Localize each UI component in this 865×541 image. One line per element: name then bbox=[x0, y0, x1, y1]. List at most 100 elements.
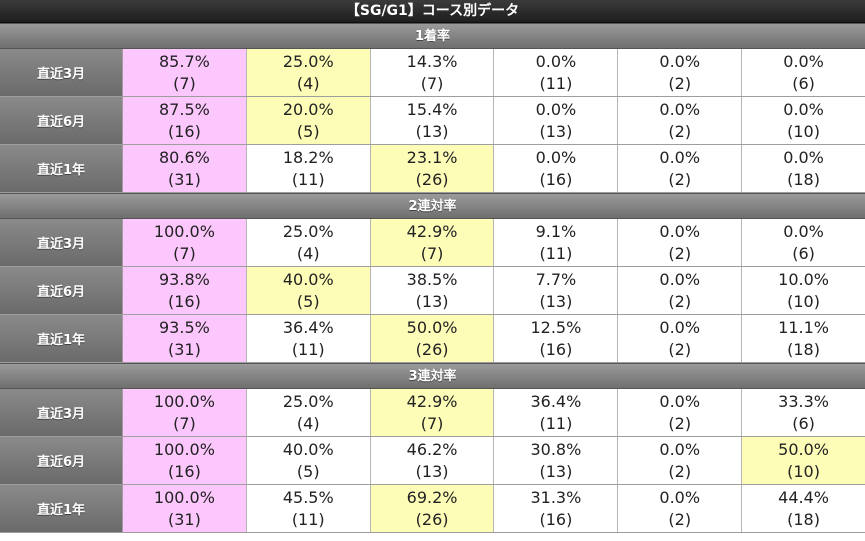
cell-count: (18) bbox=[787, 339, 820, 359]
cell-percentage: 80.6% bbox=[159, 147, 210, 167]
table-cell: 93.5% (31) bbox=[123, 315, 247, 362]
cell-count: (7) bbox=[173, 73, 196, 93]
cell-percentage: 50.0% bbox=[778, 439, 829, 459]
table-cell: 44.4% (18) bbox=[742, 485, 865, 532]
table-cell: 7.7% (13) bbox=[494, 267, 619, 314]
cell-percentage: 85.7% bbox=[159, 51, 210, 71]
cell-percentage: 0.0% bbox=[659, 487, 701, 507]
cell-count: (16) bbox=[539, 339, 573, 359]
cell-percentage: 20.0% bbox=[282, 99, 334, 119]
cell-count: (6) bbox=[792, 243, 815, 263]
table-cell: 0.0% (2) bbox=[618, 219, 743, 266]
cell-percentage: 40.0% bbox=[282, 439, 334, 459]
cell-count: (6) bbox=[792, 73, 815, 93]
cell-percentage: 0.0% bbox=[659, 147, 701, 167]
cell-count: (5) bbox=[296, 461, 320, 481]
table-cell: 18.2% (11) bbox=[246, 145, 371, 192]
row-label: 直近3月 bbox=[0, 49, 123, 96]
cell-percentage: 0.0% bbox=[783, 147, 824, 167]
cell-count: (2) bbox=[668, 169, 692, 189]
cell-percentage: 0.0% bbox=[783, 99, 824, 119]
table-cell: 42.9% (7) bbox=[370, 219, 495, 266]
cell-count: (11) bbox=[291, 509, 325, 529]
table-cell: 12.5% (16) bbox=[494, 315, 619, 362]
cell-count: (5) bbox=[296, 121, 320, 141]
cell-percentage: 10.0% bbox=[778, 269, 829, 289]
cell-percentage: 45.5% bbox=[282, 487, 334, 507]
cell-count: (13) bbox=[539, 291, 573, 311]
table-cell: 38.5% (13) bbox=[370, 267, 495, 314]
cell-count: (11) bbox=[291, 339, 325, 359]
cell-percentage: 33.3% bbox=[778, 391, 829, 411]
cell-percentage: 69.2% bbox=[406, 487, 458, 507]
cell-percentage: 0.0% bbox=[783, 221, 824, 241]
cell-percentage: 25.0% bbox=[282, 51, 334, 71]
table-cell: 31.3% (16) bbox=[494, 485, 619, 532]
cell-percentage: 0.0% bbox=[535, 51, 577, 71]
table-row: 直近6月 100.0% (16) 40.0% (5) 46.2% (13) 30.8% (13)… bbox=[0, 437, 865, 485]
cell-percentage: 0.0% bbox=[535, 99, 577, 119]
table-cell: 0.0% (10) bbox=[742, 97, 865, 144]
row-label: 直近6月 bbox=[0, 267, 123, 314]
table-cell: 40.0% (5) bbox=[246, 437, 371, 484]
cell-percentage: 0.0% bbox=[659, 99, 701, 119]
cell-count: (7) bbox=[173, 413, 196, 433]
cell-count: (4) bbox=[296, 73, 320, 93]
table-cell: 40.0% (5) bbox=[246, 267, 371, 314]
cell-count: (13) bbox=[415, 291, 449, 311]
sections-container: 1着率 直近3月 85.7% (7) 25.0% (4) 14.3% (7) 0.0% (11) 0… bbox=[0, 23, 865, 533]
cell-percentage: 11.1% bbox=[778, 317, 829, 337]
cell-count: (26) bbox=[415, 169, 449, 189]
table-cell: 50.0% (10) bbox=[742, 437, 865, 484]
cell-count: (31) bbox=[167, 339, 201, 359]
cell-count: (31) bbox=[167, 169, 201, 189]
cell-percentage: 7.7% bbox=[535, 269, 577, 289]
table-cell: 42.9% (7) bbox=[370, 389, 495, 436]
table-cell: 69.2% (26) bbox=[370, 485, 495, 532]
cell-count: (10) bbox=[787, 121, 820, 141]
cell-count: (13) bbox=[539, 121, 573, 141]
table-cell: 0.0% (6) bbox=[742, 49, 865, 96]
table-cell: 9.1% (11) bbox=[494, 219, 619, 266]
cell-count: (16) bbox=[167, 461, 201, 481]
cell-count: (11) bbox=[291, 169, 325, 189]
table-cell: 0.0% (2) bbox=[618, 485, 743, 532]
cell-percentage: 42.9% bbox=[406, 391, 458, 411]
cell-count: (16) bbox=[167, 291, 201, 311]
section-header: 1着率 bbox=[0, 23, 865, 49]
cell-count: (11) bbox=[539, 413, 573, 433]
cell-count: (2) bbox=[668, 413, 692, 433]
cell-percentage: 23.1% bbox=[406, 147, 458, 167]
table-cell: 100.0% (16) bbox=[123, 437, 247, 484]
cell-percentage: 40.0% bbox=[282, 269, 334, 289]
table-row: 直近6月 87.5% (16) 20.0% (5) 15.4% (13) 0.0% (13) 0.… bbox=[0, 97, 865, 145]
cell-count: (7) bbox=[420, 73, 444, 93]
cell-percentage: 12.5% bbox=[530, 317, 582, 337]
cell-count: (2) bbox=[668, 509, 692, 529]
table-row: 直近3月 85.7% (7) 25.0% (4) 14.3% (7) 0.0% (11) 0.0%… bbox=[0, 49, 865, 97]
table-row: 直近1年 100.0% (31) 45.5% (11) 69.2% (26) 31.3% (16… bbox=[0, 485, 865, 533]
table-cell: 0.0% (2) bbox=[618, 49, 743, 96]
cell-count: (13) bbox=[415, 121, 449, 141]
table-row: 直近3月 100.0% (7) 25.0% (4) 42.9% (7) 36.4% (11) 0.… bbox=[0, 389, 865, 437]
cell-count: (2) bbox=[668, 339, 692, 359]
cell-percentage: 44.4% bbox=[778, 487, 829, 507]
cell-count: (26) bbox=[415, 339, 449, 359]
table-cell: 0.0% (2) bbox=[618, 97, 743, 144]
cell-percentage: 14.3% bbox=[406, 51, 458, 71]
table-cell: 0.0% (6) bbox=[742, 219, 865, 266]
table-cell: 36.4% (11) bbox=[246, 315, 371, 362]
section-header: 3連対率 bbox=[0, 363, 865, 389]
table-cell: 14.3% (7) bbox=[370, 49, 495, 96]
table-cell: 100.0% (7) bbox=[123, 389, 247, 436]
table-cell: 0.0% (18) bbox=[742, 145, 865, 192]
table-cell: 25.0% (4) bbox=[246, 219, 371, 266]
cell-count: (2) bbox=[668, 121, 692, 141]
table-cell: 0.0% (2) bbox=[618, 437, 743, 484]
cell-count: (7) bbox=[420, 413, 444, 433]
cell-count: (2) bbox=[668, 243, 692, 263]
row-label: 直近1年 bbox=[0, 315, 123, 362]
cell-count: (2) bbox=[668, 73, 692, 93]
cell-percentage: 46.2% bbox=[406, 439, 458, 459]
